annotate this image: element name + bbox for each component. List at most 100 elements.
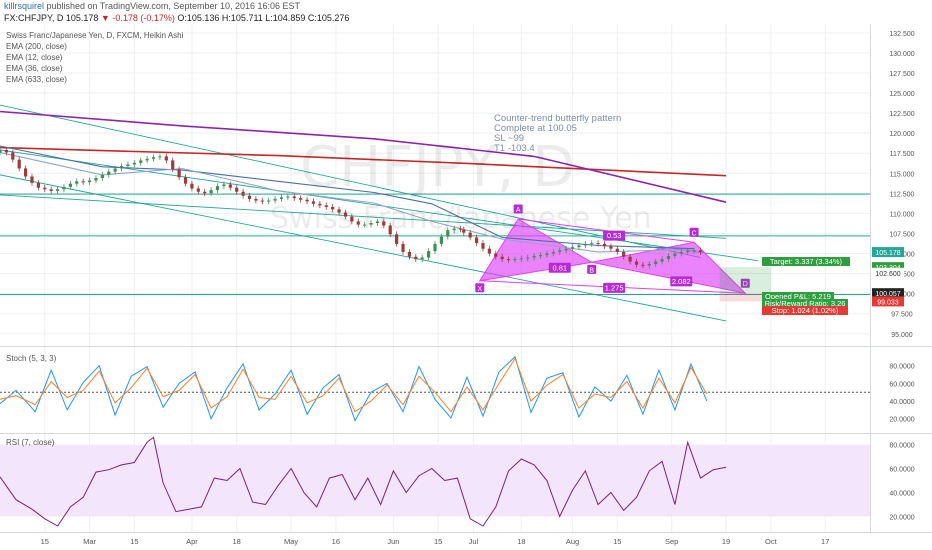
candle-body — [407, 251, 412, 257]
rsi-band — [0, 444, 870, 517]
candle-body — [558, 250, 562, 252]
candle-body — [660, 259, 664, 262]
candle-body — [337, 209, 341, 213]
position-stop-label-bg — [762, 306, 848, 315]
candle-body — [292, 196, 296, 199]
candle-body — [698, 250, 703, 252]
candle-body — [222, 184, 226, 187]
candle-body — [260, 200, 264, 202]
pattern-ratio-badge — [603, 282, 626, 293]
symbol-label: FX:CHFJPY, D — [4, 13, 64, 23]
candle-body — [30, 176, 34, 183]
time-tick-label: 19 — [722, 537, 730, 546]
candle-body — [267, 200, 271, 202]
candle-body — [356, 221, 360, 225]
line-ema633 — [0, 146, 727, 177]
time-tick-label: Mar — [83, 537, 96, 546]
candle-body — [382, 221, 386, 226]
stoch-panel-title[interactable]: Stoch (5, 3, 3) — [6, 354, 57, 363]
watermark-symbol: CHFJPY, D — [300, 135, 576, 200]
time-tick-label: Jun — [387, 537, 399, 546]
annotation-line-1: Counter-trend butterfly pattern — [494, 113, 622, 124]
price-tag: 99.033 — [877, 299, 899, 306]
candle-body — [23, 168, 28, 177]
stoch-tick-label: 60.0000 — [889, 381, 914, 388]
candle-body — [139, 160, 143, 163]
time-tick-label: 15 — [130, 537, 138, 546]
time-tick-label: 15 — [434, 537, 442, 546]
indicator-main-series[interactable]: Swiss Franc/Japanese Yen, D, FXCM, Heiki… — [6, 31, 184, 40]
position-loss-zone — [719, 293, 771, 302]
candle-body — [126, 164, 130, 167]
candle-body — [628, 256, 632, 262]
candle-body — [107, 171, 111, 175]
indicator-ema-200[interactable]: EMA (200, close) — [6, 42, 67, 51]
candle-body — [666, 255, 671, 260]
time-tick-label: 15 — [613, 537, 621, 546]
indicator-ema-633[interactable]: EMA (633, close) — [6, 75, 67, 84]
line-ema36 — [0, 145, 695, 250]
candle-body — [401, 243, 405, 252]
price-tag: 102.600 — [875, 271, 900, 278]
candle-body — [183, 177, 188, 184]
candle-body — [458, 228, 463, 230]
time-tick-label: May — [284, 537, 298, 546]
time-tick-label: 16 — [332, 537, 340, 546]
candle-body — [350, 216, 354, 222]
candle-body — [49, 189, 53, 191]
annotation-line-2: Complete at 100.05 — [494, 123, 577, 134]
indicator-ema-12[interactable]: EMA (12, close) — [6, 53, 63, 62]
candle-body — [500, 256, 504, 260]
candle-body — [609, 246, 613, 249]
candle-body — [171, 160, 175, 170]
position-profit-zone — [719, 267, 771, 294]
candle-body — [583, 243, 587, 246]
rsi-panel-title[interactable]: RSI (7, close) — [6, 438, 55, 447]
candle-body — [622, 251, 626, 257]
candle-body — [647, 263, 651, 266]
price-tag: 105.178 — [875, 250, 900, 257]
price-tick-label: 122.500 — [889, 111, 914, 118]
price-tick-label: 115.000 — [890, 171, 915, 178]
time-tick-label: Oct — [765, 537, 778, 546]
rsi-tick-label: 40.0000 — [889, 490, 914, 497]
time-tick-label: Sep — [665, 537, 678, 546]
time-tick-label: 18 — [517, 537, 525, 546]
pattern-point-D: D — [743, 281, 748, 288]
rsi-tick-label: 80.0000 — [889, 443, 914, 450]
indicator-ema-36[interactable]: EMA (36, close) — [6, 64, 63, 73]
pattern-ratio-0.53: 0.53 — [607, 231, 622, 240]
candle-body — [692, 250, 696, 252]
candle-body — [369, 223, 373, 225]
candle-body — [286, 196, 290, 198]
pattern-annotation[interactable]: Counter-trend butterfly pattern Complete… — [494, 114, 621, 154]
author-link[interactable]: killrsquirel — [4, 1, 45, 11]
candle-body — [577, 245, 581, 248]
publish-line: killrsquirel published on TradingView.co… — [4, 1, 300, 11]
stoch-line-k — [0, 355, 708, 422]
candle-body — [305, 199, 309, 202]
rsi-tick-label: 20.0000 — [889, 514, 914, 521]
candle-body — [279, 197, 284, 199]
position-stop-label: Stop: 1.024 (1.02%) — [772, 306, 839, 315]
indicator-list: Swiss Franc/Japanese Yen, D, FXCM, Heiki… — [6, 30, 183, 85]
price-tick-label: 112.500 — [890, 191, 915, 198]
stoch-tick-label: 80.0000 — [889, 364, 914, 371]
candle-body — [452, 228, 456, 231]
candle-body — [62, 186, 66, 190]
price-tick-label: 107.500 — [889, 231, 914, 238]
candle-body — [145, 158, 149, 161]
candle-body — [564, 248, 568, 251]
candle-body — [75, 181, 79, 184]
candle-body — [235, 187, 239, 192]
candle-body — [331, 206, 335, 210]
pattern-point-B-badge — [587, 264, 597, 274]
position-target-label-bg — [762, 257, 850, 266]
candle-body — [551, 251, 555, 254]
pattern-point-X: X — [477, 286, 482, 293]
candle-body — [100, 174, 104, 179]
candle-body — [596, 243, 600, 245]
candle-body — [68, 183, 72, 187]
candle-body — [164, 156, 168, 161]
